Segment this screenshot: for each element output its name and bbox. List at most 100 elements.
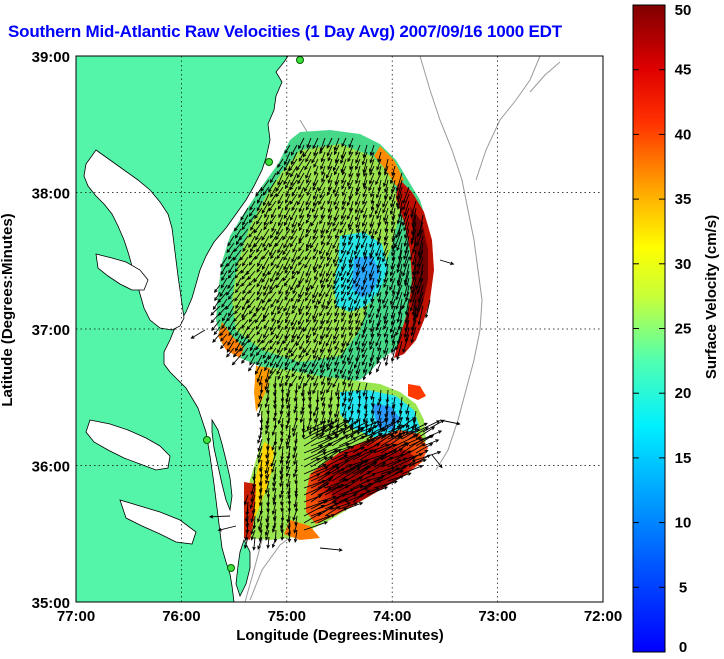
velocity-arrow — [402, 256, 410, 277]
velocity-arrow — [268, 200, 277, 212]
velocity-arrow — [394, 417, 417, 433]
velocity-arrow — [370, 389, 375, 401]
x-tick-label: 75:00 — [268, 608, 306, 625]
velocity-arrow — [320, 312, 326, 325]
velocity-arrow — [383, 312, 389, 325]
velocity-arrow — [352, 449, 374, 461]
velocity-arrow — [319, 242, 326, 255]
velocity-arrow — [439, 259, 455, 266]
velocity-arrow — [356, 221, 361, 234]
velocity-arrow — [274, 235, 284, 248]
velocity-arrow — [363, 165, 368, 177]
velocity-arrow — [317, 442, 333, 454]
velocity-arrow — [334, 172, 340, 186]
velocity-arrow — [221, 312, 228, 322]
velocity-arrow — [376, 158, 382, 171]
velocity-vectors — [190, 137, 461, 552]
colorbar-tick-label: 35 — [675, 191, 692, 208]
velocity-arrow — [265, 382, 270, 394]
velocity-arrow — [285, 284, 291, 296]
x-axis-ticks: 77:00 76:00 75:00 74:00 73:00 72:00 — [57, 608, 622, 625]
velocity-arrow — [355, 368, 361, 381]
velocity-arrow — [241, 333, 249, 347]
x-axis-label: Longitude (Degrees:Minutes) — [236, 627, 444, 644]
velocity-arrow — [327, 151, 333, 162]
grid-lines — [76, 56, 603, 602]
velocity-arrow — [250, 480, 256, 496]
velocity-arrow — [292, 508, 298, 522]
velocity-arrow — [383, 228, 389, 242]
velocity-arrow — [369, 151, 375, 164]
velocity-arrow — [396, 235, 403, 252]
velocity-arrow — [346, 347, 354, 362]
velocity-arrow — [275, 186, 284, 198]
velocity-arrow — [320, 361, 326, 374]
velocity-arrow — [240, 235, 249, 247]
velocity-arrow — [312, 305, 319, 320]
velocity-arrow — [271, 312, 277, 323]
velocity-arrow — [277, 305, 284, 315]
velocity-arrow — [380, 443, 397, 454]
velocity-arrow — [341, 312, 347, 323]
velocity-arrow — [327, 172, 333, 184]
velocity-arrow — [317, 291, 326, 305]
velocity-arrow — [369, 340, 375, 351]
velocity-arrow — [383, 270, 389, 284]
velocity-arrow — [305, 347, 312, 357]
velocity-arrow — [408, 454, 431, 468]
velocity-arrow — [282, 242, 291, 256]
velocity-arrow — [289, 340, 298, 354]
velocity-arrow — [333, 221, 340, 232]
velocity-arrow — [269, 361, 277, 375]
velocity-arrow — [353, 270, 361, 285]
velocity-arrow — [227, 235, 235, 247]
velocity-arrow — [345, 426, 365, 440]
velocity-arrow — [299, 144, 305, 155]
velocity-arrow — [390, 172, 396, 185]
velocity-arrow — [345, 421, 369, 433]
velocity-arrow — [312, 319, 319, 332]
velocity-arrow — [355, 263, 361, 276]
velocity-arrow — [227, 333, 235, 347]
velocity-arrow — [340, 270, 347, 282]
velocity-arrow — [415, 420, 441, 433]
velocity-arrow — [369, 165, 375, 176]
velocity-arrow — [277, 214, 284, 227]
velocity-arrow — [248, 312, 256, 323]
velocity-arrow — [338, 445, 355, 454]
velocity-arrow — [355, 186, 361, 197]
velocity-arrow — [264, 522, 270, 537]
velocity-arrow — [275, 228, 284, 241]
velocity-arrow — [341, 291, 347, 302]
velocity-arrow — [291, 319, 298, 331]
velocity-arrow — [270, 452, 277, 468]
velocity-arrow — [262, 186, 270, 196]
velocity-arrow — [383, 298, 389, 309]
velocity-arrow — [285, 193, 291, 204]
velocity-arrow — [361, 151, 368, 166]
velocity-arrow — [326, 361, 333, 371]
velocity-arrow — [250, 347, 256, 358]
velocity-arrow — [341, 277, 347, 289]
velocity-arrow — [305, 305, 312, 317]
velocity-arrow — [340, 207, 347, 220]
velocity-arrow — [298, 319, 305, 331]
velocity-arrow — [402, 333, 410, 353]
colorbar-tick-label: 0 — [679, 639, 687, 656]
velocity-arrow — [340, 214, 347, 226]
velocity-arrow — [326, 242, 333, 257]
velocity-arrow — [298, 235, 305, 245]
colorbar-label: Surface Velocity (cm/s) — [703, 215, 720, 379]
velocity-arrow — [272, 480, 277, 492]
velocity-arrow — [342, 354, 347, 365]
colorbar-tick-label: 30 — [675, 256, 692, 273]
velocity-arrow — [362, 410, 368, 423]
velocity-arrow — [338, 452, 362, 468]
velocity-arrow — [326, 382, 333, 394]
velocity-arrow — [226, 340, 235, 353]
velocity-arrow — [370, 403, 375, 415]
colorbar-tick-label: 25 — [675, 321, 692, 338]
velocity-arrow — [312, 291, 319, 304]
